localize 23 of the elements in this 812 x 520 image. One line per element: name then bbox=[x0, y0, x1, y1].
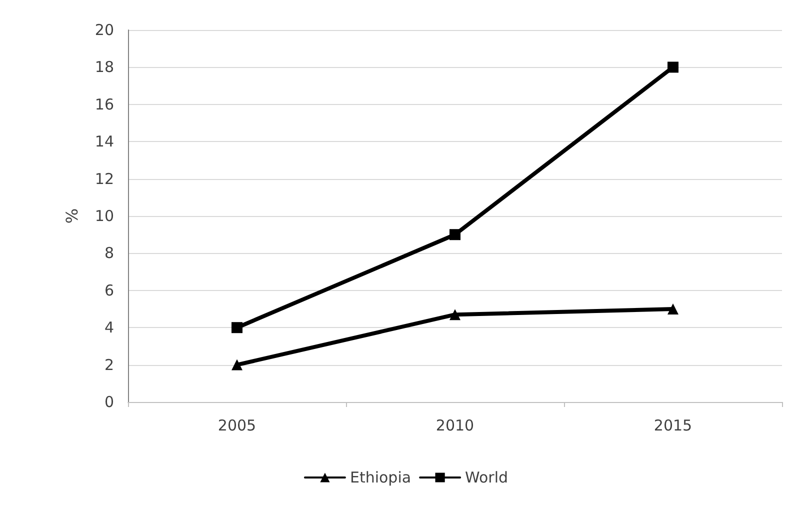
point bbox=[450, 309, 460, 320]
y-axis-title: % bbox=[62, 208, 82, 224]
y-tick-label: 10 bbox=[94, 207, 114, 225]
point bbox=[668, 304, 678, 314]
legend-label: Ethiopia bbox=[350, 468, 412, 486]
y-tick-label: 16 bbox=[94, 95, 114, 114]
point bbox=[232, 322, 242, 334]
y-tick-label: 20 bbox=[94, 21, 114, 39]
y-tick-label: 8 bbox=[104, 244, 114, 262]
point bbox=[668, 62, 678, 73]
y-tick-label: 0 bbox=[104, 393, 114, 411]
point bbox=[232, 359, 242, 370]
y-tick-label: 6 bbox=[104, 281, 114, 300]
y-tick-label: 14 bbox=[94, 132, 114, 151]
x-tick-label: 2015 bbox=[654, 416, 692, 434]
y-tick-label: 2 bbox=[104, 356, 114, 374]
y-tick-label: 18 bbox=[94, 58, 114, 76]
point bbox=[450, 229, 460, 240]
y-tick-label: 4 bbox=[104, 318, 114, 337]
legend-label: World bbox=[465, 468, 508, 486]
x-tick-label: 2010 bbox=[436, 416, 474, 434]
x-tick-label: 2005 bbox=[218, 416, 256, 434]
y-tick-label: 12 bbox=[94, 170, 114, 188]
